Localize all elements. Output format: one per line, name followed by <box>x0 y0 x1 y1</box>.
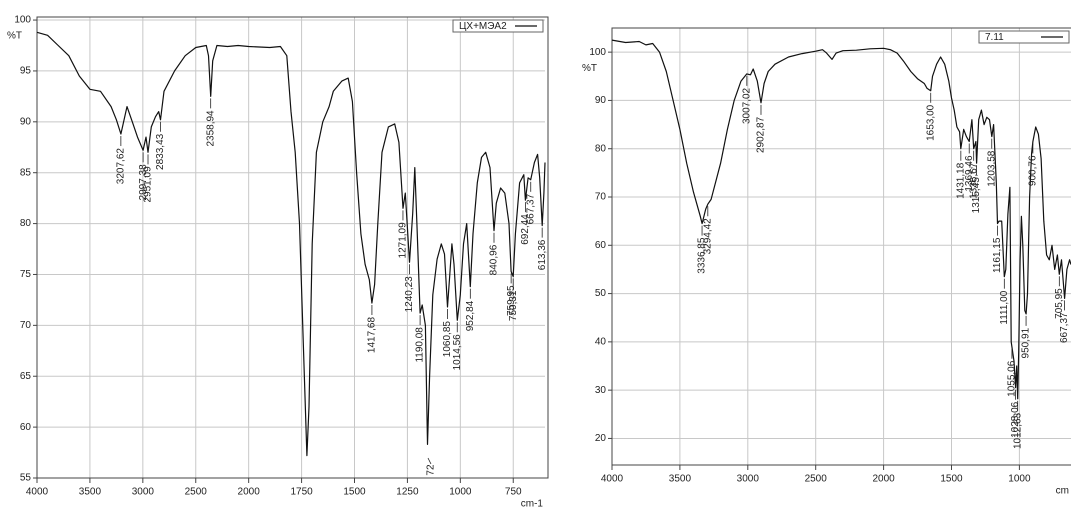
legend-box <box>978 30 1070 44</box>
peak-label: 1055,06 <box>1007 360 1018 397</box>
x-tick-label: 3000 <box>132 487 155 498</box>
y-tick-label: 55 <box>20 473 32 484</box>
x-tick-label: 4000 <box>601 474 624 485</box>
peak-label: 900,76 <box>1028 155 1039 186</box>
plot-frame <box>36 16 549 479</box>
peak-label: 1028,06 <box>1010 401 1021 438</box>
peak-label: 2358,94 <box>205 110 216 147</box>
x-tick-label: 1000 <box>449 487 472 498</box>
y-tick-label: 90 <box>595 95 607 106</box>
y-tick-label: 20 <box>595 433 607 444</box>
peak-label: 1014,56 <box>452 334 463 371</box>
x-tick-label: 2000 <box>238 487 261 498</box>
x-tick-label: 4000 <box>26 487 49 498</box>
annotation: 72 <box>426 464 437 476</box>
peak-leader <box>427 457 432 465</box>
x-tick-label: 1500 <box>343 487 366 498</box>
y-tick-label: 40 <box>595 337 607 348</box>
plot-frame <box>611 27 1071 466</box>
peak-label: 759,95 <box>506 285 517 316</box>
peak-label: 1417,68 <box>367 317 378 354</box>
y-tick-label: 85 <box>20 167 32 178</box>
x-tick-label: 1250 <box>396 487 419 498</box>
peak-label: 952,84 <box>465 300 476 331</box>
x-tick-label: 3500 <box>79 487 102 498</box>
x-tick-label: 3500 <box>669 474 692 485</box>
peak-label: 613,36 <box>537 239 548 270</box>
peak-label: 1271,09 <box>398 222 409 259</box>
peak-label: 705,95 <box>1054 288 1065 319</box>
y-tick-label: 70 <box>20 320 32 331</box>
peak-label: 1240,23 <box>404 276 415 313</box>
y-tick-label: 70 <box>595 192 607 203</box>
x-tick-label: 1750 <box>290 487 313 498</box>
y-tick-label: 80 <box>595 143 607 154</box>
spectrum-line <box>36 31 546 457</box>
peak-label: 3294,42 <box>702 218 713 255</box>
x-tick-label: 2500 <box>805 474 828 485</box>
y-tick-label: 60 <box>20 422 32 433</box>
peak-label: 1203,58 <box>986 150 997 187</box>
y-tick-label: 50 <box>595 288 607 299</box>
peak-label: 692,44 <box>520 214 531 245</box>
x-tick-label: 3000 <box>737 474 760 485</box>
peak-label: 2997,38 <box>138 164 149 201</box>
peak-label: 2902,87 <box>756 116 767 153</box>
x-axis-label: cm-1 <box>521 499 544 507</box>
peak-label: 3007,02 <box>741 87 752 124</box>
peak-label: 1653,00 <box>925 104 936 141</box>
peak-label: 1190,08 <box>415 327 426 363</box>
peak-label: 1431,18 <box>955 162 966 199</box>
peak-label: 667,37 <box>1059 312 1070 343</box>
y-tick-label: 90 <box>20 116 32 127</box>
legend-box <box>452 19 544 33</box>
y-axis-label: %T <box>582 63 597 74</box>
peak-label: 1161,15 <box>992 237 1003 273</box>
spectrum-line <box>611 39 1071 400</box>
legend-label: 7.11 <box>985 32 1004 43</box>
legend-label: ЦХ+МЭА2 <box>459 21 507 32</box>
peak-label: 3207,62 <box>116 148 127 185</box>
y-axis-label: %T <box>7 31 22 42</box>
y-tick-label: 75 <box>20 269 32 280</box>
y-tick-label: 65 <box>20 371 32 382</box>
peak-label: 3336,85 <box>697 237 708 274</box>
x-tick-label: 2000 <box>872 474 895 485</box>
x-tick-label: 1000 <box>1008 474 1031 485</box>
peak-label: 750,31 <box>508 290 519 321</box>
y-tick-label: 80 <box>20 218 32 229</box>
peak-label: 1336,67 <box>968 162 979 199</box>
chart: 55 60 65 70 75 80 85 90 95 100 4000 3500 3000 2500 200… <box>7 15 549 507</box>
x-tick-label: 2500 <box>185 487 208 498</box>
peak-label: 2833,43 <box>155 133 166 170</box>
peak-label: 667,37 <box>525 193 536 224</box>
peak-label: 840,96 <box>489 244 500 275</box>
x-tick-label: 1500 <box>940 474 963 485</box>
y-tick-label: 30 <box>595 385 607 396</box>
peak-label: 950,91 <box>1021 327 1032 358</box>
y-tick-label: 100 <box>14 15 31 26</box>
peak-label: 2951,09 <box>143 166 154 203</box>
chart: 20 30 40 50 60 70 80 90 100 4000 3500 3000 2500 2000 1… <box>582 27 1071 497</box>
peak-label: 1315,45 <box>971 177 982 214</box>
peak-label: 1369,46 <box>964 155 975 192</box>
y-tick-label: 95 <box>20 66 32 77</box>
y-tick-label: 100 <box>589 47 606 58</box>
peak-label: 1111,00 <box>999 290 1010 324</box>
y-tick-label: 60 <box>595 240 607 251</box>
x-axis-label: cm <box>1056 486 1069 497</box>
peak-label: 1060,85 <box>442 321 453 358</box>
peak-label: 1012,63 <box>1012 412 1023 449</box>
x-tick-label: 750 <box>505 487 522 498</box>
